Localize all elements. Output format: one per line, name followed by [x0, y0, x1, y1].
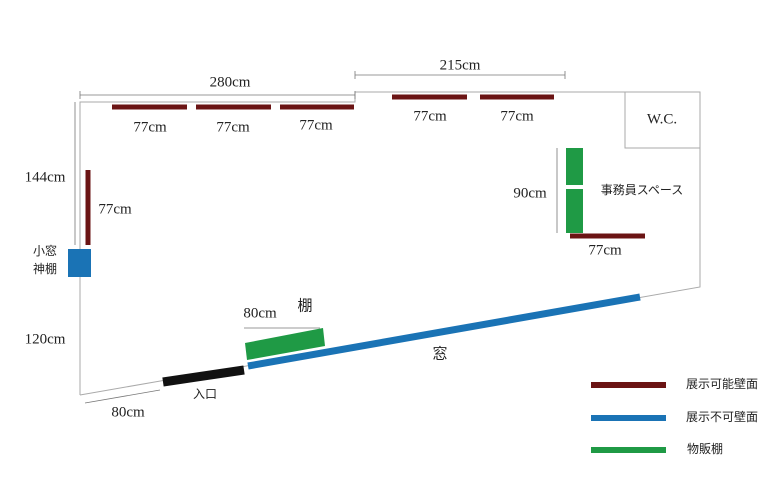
wall-label: 77cm [588, 242, 622, 258]
dimension-label: 215cm [440, 57, 481, 73]
legend: 展示可能壁面 展示不可壁面 物販棚 [591, 376, 758, 456]
dimension-label: 80cm [111, 404, 145, 420]
room-label: 事務員スペース [601, 183, 684, 197]
legend-label: 物販棚 [687, 441, 723, 456]
legend-label: 展示可能壁面 [686, 376, 758, 391]
office-shelf [566, 148, 583, 233]
dimension-label: 120cm [25, 331, 66, 347]
wall-label: 77cm [500, 108, 534, 124]
small-window [68, 249, 91, 277]
dimension-label: 90cm [513, 185, 547, 201]
shelf [245, 328, 325, 360]
feature-label: 小窓 [33, 243, 57, 258]
window [247, 293, 641, 370]
dimension-label: 144cm [25, 169, 66, 185]
dim-line [84, 389, 161, 404]
feature-label: 棚 [297, 297, 312, 314]
feature-label: 神棚 [33, 261, 57, 276]
wall-label: 77cm [413, 108, 447, 124]
wall-label: 77cm [98, 201, 132, 217]
display-walls [85, 94, 645, 245]
labels: 280cm 215cm 144cm 120cm 80cm 90cm 77cm 7… [25, 57, 684, 420]
wall-label: 77cm [216, 119, 250, 135]
room-label: W.C. [647, 111, 677, 127]
entrance [162, 365, 245, 387]
feature-label: 80cm [243, 305, 277, 321]
dimension-lines [74, 71, 566, 404]
legend-label: 展示不可壁面 [686, 409, 758, 424]
dimension-label: 280cm [210, 74, 251, 90]
feature-label: 窓 [432, 344, 447, 362]
wc-box [624, 91, 701, 149]
feature-label: 入口 [193, 387, 217, 401]
office-shelf-gap [566, 185, 583, 189]
wall-label: 77cm [133, 119, 167, 135]
wall-label: 77cm [299, 117, 333, 133]
